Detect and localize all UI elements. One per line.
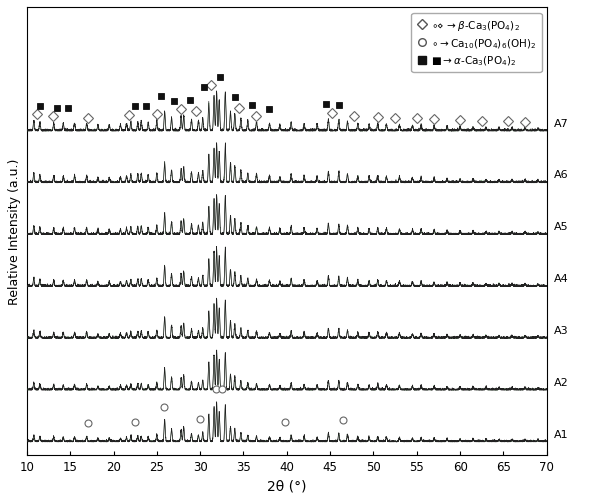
- Text: A6: A6: [554, 170, 568, 180]
- Text: A1: A1: [554, 429, 568, 439]
- Text: A2: A2: [554, 377, 568, 387]
- Legend: $\circ\!\!\diamond$$\rightarrow$$\beta$-Ca$_3$(PO$_4$)$_2$, $\circ$$\rightarrow$: $\circ\!\!\diamond$$\rightarrow$$\beta$-…: [412, 14, 542, 73]
- Y-axis label: Relative Intensity (a.u.): Relative Intensity (a.u.): [8, 159, 22, 305]
- Text: A3: A3: [554, 325, 568, 335]
- Text: A4: A4: [554, 274, 568, 284]
- X-axis label: 2θ (°): 2θ (°): [267, 479, 307, 492]
- Text: A7: A7: [554, 118, 568, 128]
- Text: A5: A5: [554, 222, 568, 232]
